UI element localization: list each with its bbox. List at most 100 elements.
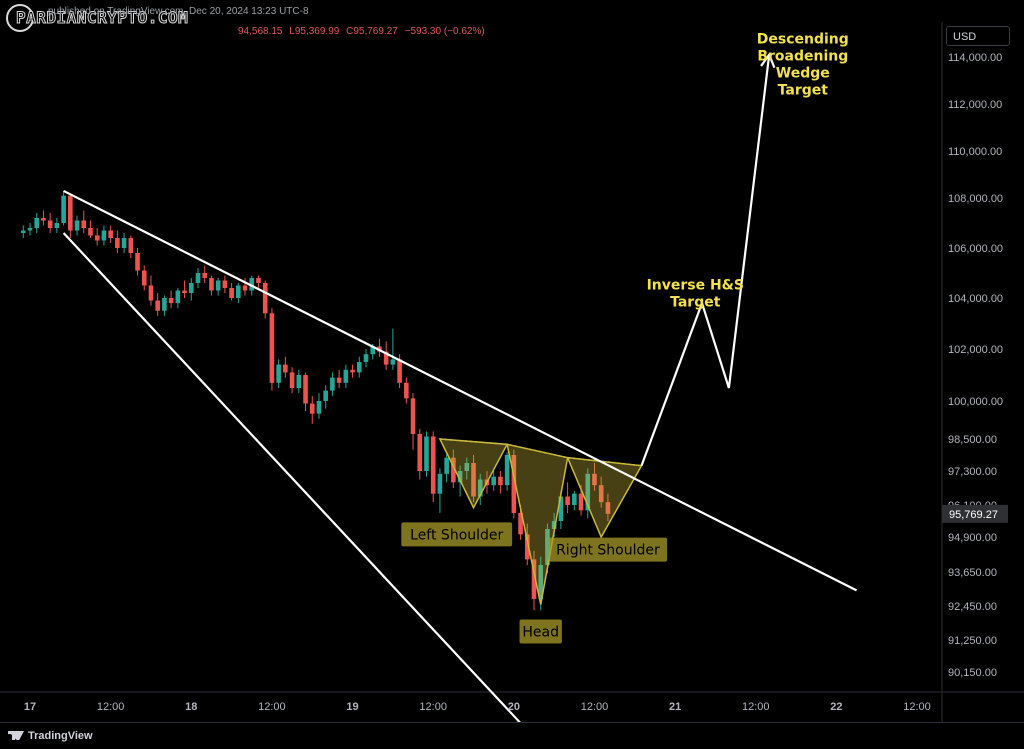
candle-body	[451, 457, 456, 483]
candle-body	[592, 473, 597, 486]
ohlc-readout: 94,568.15 L95,369.99 C95,769.27 −593.30 …	[238, 26, 489, 37]
candle-body	[175, 290, 181, 304]
candle-body	[424, 436, 429, 471]
candle-body	[524, 534, 530, 560]
time-tick-label: 20	[508, 701, 520, 713]
candle-body	[155, 300, 160, 311]
time-tick-label: 19	[346, 701, 358, 713]
tradingview-logo-icon	[8, 731, 24, 740]
candle-body	[585, 473, 591, 511]
candle-body	[34, 218, 40, 228]
time-tick-label: 12:00	[742, 701, 770, 713]
price-axis: 114,000.00 112,000.00 110,000.00 108,000.00…	[942, 52, 1008, 679]
candle-body	[94, 235, 100, 241]
candle-body	[430, 436, 436, 494]
candle-body	[296, 375, 302, 388]
price-tick-label: 91,250.00	[948, 635, 997, 647]
candle-body	[188, 283, 194, 293]
candle-body	[135, 253, 140, 271]
candle-body	[61, 195, 66, 223]
candle-body	[356, 362, 362, 373]
left-shoulder-label: Left Shoulder	[410, 527, 503, 543]
candle-body	[128, 238, 134, 253]
current-price-label: 95,769.27	[949, 509, 998, 521]
time-tick-label: 18	[185, 701, 197, 713]
tradingview-brand[interactable]: TradingView	[8, 730, 93, 742]
time-axis: 17 12:00 18 12:00 19 12:00 20 12:00 21 12:00 22 12:…	[24, 701, 931, 713]
right-shoulder-label-box	[548, 537, 668, 562]
wedge-target-label-line: Descending	[757, 31, 849, 47]
candle-body	[336, 377, 342, 383]
time-tick-label: 12:00	[97, 701, 125, 713]
candle-body	[538, 565, 544, 599]
candle-body	[262, 283, 268, 314]
right-shoulder-triangle	[566, 456, 643, 539]
candle-body	[121, 238, 127, 248]
candle-body	[195, 273, 201, 283]
wedge-target-label-line: Wedge	[776, 65, 830, 81]
candle-body	[464, 463, 470, 471]
candle-body	[316, 401, 322, 414]
neckline	[439, 438, 642, 467]
candle-body	[437, 473, 443, 494]
candle-body	[545, 529, 550, 565]
wedge-upper-line	[63, 189, 858, 592]
candle-body	[309, 403, 315, 414]
price-tick-label: 114,000.00	[948, 52, 1002, 64]
head-label-box	[519, 619, 562, 644]
candle-body	[511, 455, 517, 513]
candle-body	[444, 457, 449, 474]
chart-header: PARDIANCRYPTO.COM published on TradingVi…	[6, 4, 485, 46]
candle-body	[390, 359, 396, 365]
candle-body	[518, 513, 523, 535]
time-tick-label: 21	[669, 701, 681, 713]
candle-body	[68, 195, 73, 231]
candle-body	[471, 463, 476, 497]
inverse-hs-target-label-line: Target	[670, 295, 721, 311]
price-tick-label: 108,000.00	[948, 193, 1003, 205]
candle-body	[88, 228, 93, 236]
candle-body	[283, 364, 288, 373]
time-tick-label: 12:00	[258, 701, 286, 713]
candle-body	[498, 476, 503, 486]
candle-body	[47, 220, 53, 228]
candle-body	[202, 273, 208, 278]
candle-body	[182, 290, 187, 293]
wedge-lower-line	[62, 232, 547, 749]
watermark-logo: PARDIANCRYPTO.COM	[15, 8, 189, 28]
candle-body	[276, 364, 281, 383]
candle-body	[249, 278, 255, 291]
candle-body	[54, 223, 60, 228]
candle-body	[404, 382, 409, 399]
tradingview-label: TradingView	[28, 730, 93, 742]
candle-body	[256, 278, 261, 283]
time-tick-label: 12:00	[419, 701, 447, 713]
price-tick-label: 106,000.00	[948, 243, 1003, 255]
price-tick-label: 100,000.00	[948, 396, 1003, 408]
candle-body	[343, 369, 349, 383]
candle-body	[504, 455, 510, 486]
candle-body	[148, 285, 154, 301]
currency-button[interactable]: USD	[946, 26, 1010, 46]
candle-body	[491, 476, 496, 486]
candle-body	[417, 433, 423, 471]
candle-body	[141, 270, 147, 286]
candle-body	[350, 369, 355, 373]
current-price-tag	[942, 504, 1008, 523]
overlay-layer	[62, 52, 858, 749]
candle-body	[363, 354, 369, 362]
price-tick-label: 94,900.00	[948, 532, 997, 544]
candle-body	[457, 471, 463, 483]
candle-body	[101, 230, 107, 241]
candle-body	[598, 485, 604, 503]
candle-body	[162, 298, 167, 311]
candle-body	[269, 313, 275, 383]
candle-body	[370, 346, 376, 355]
candle-body	[397, 359, 402, 383]
candle-body	[289, 372, 295, 388]
price-tick-label: 92,450.00	[948, 601, 997, 613]
candle-body	[572, 493, 577, 505]
logo-ring-icon	[6, 4, 34, 32]
candle-body	[115, 238, 120, 248]
